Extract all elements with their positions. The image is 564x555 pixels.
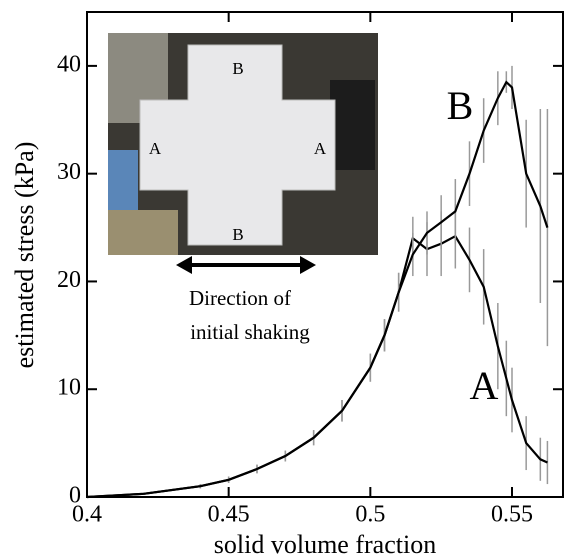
inset-cloth — [139, 44, 336, 246]
y-tick-label: 20 — [57, 267, 81, 293]
x-axis-label: solid volume fraction — [214, 530, 436, 555]
inset-label: B — [232, 59, 243, 78]
inset-caption: Direction of — [189, 286, 291, 310]
arrow-heads — [176, 256, 316, 274]
inset-caption: initial shaking — [190, 320, 310, 344]
y-tick-label: 30 — [57, 159, 81, 185]
photo-detail — [108, 210, 178, 255]
photo-detail — [330, 80, 375, 170]
x-tick-label: 0.55 — [491, 502, 533, 528]
series-line — [86, 80, 549, 499]
x-tick-label: 0.5 — [355, 502, 385, 528]
series-label: A — [470, 363, 499, 408]
x-tick-label: 0.45 — [208, 502, 250, 528]
plot-frame — [86, 11, 564, 498]
inset-photo — [108, 33, 378, 255]
inset-label: B — [232, 225, 243, 244]
y-axis-label: estimated stress (kPa) — [10, 142, 39, 369]
y-tick-label: 40 — [57, 51, 81, 77]
series-label: B — [447, 83, 474, 128]
inset-label: A — [314, 139, 327, 158]
photo-detail — [108, 150, 138, 210]
x-tick-label: 0.4 — [72, 502, 102, 528]
inset-label: A — [149, 139, 162, 158]
y-tick-label: 0 — [69, 483, 81, 509]
y-tick-label: 10 — [57, 375, 81, 401]
